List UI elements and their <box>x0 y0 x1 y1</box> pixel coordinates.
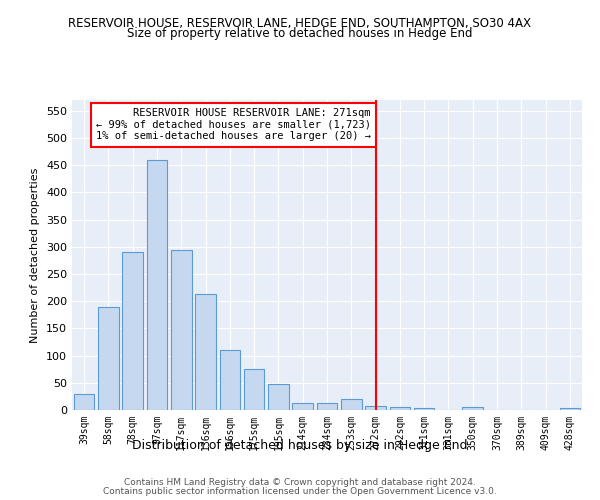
Bar <box>146 160 167 410</box>
Bar <box>560 408 580 410</box>
Text: Distribution of detached houses by size in Hedge End: Distribution of detached houses by size … <box>132 438 468 452</box>
Bar <box>244 369 265 410</box>
Text: RESERVOIR HOUSE RESERVOIR LANE: 271sqm
← 99% of detached houses are smaller (1,7: RESERVOIR HOUSE RESERVOIR LANE: 271sqm ←… <box>96 108 371 142</box>
Bar <box>365 406 386 410</box>
Bar <box>341 399 362 410</box>
Bar <box>389 408 410 410</box>
Bar <box>317 403 337 410</box>
Text: Contains public sector information licensed under the Open Government Licence v3: Contains public sector information licen… <box>103 486 497 496</box>
Text: RESERVOIR HOUSE, RESERVOIR LANE, HEDGE END, SOUTHAMPTON, SO30 4AX: RESERVOIR HOUSE, RESERVOIR LANE, HEDGE E… <box>68 18 532 30</box>
Bar <box>220 350 240 410</box>
Bar <box>268 384 289 410</box>
Bar <box>98 306 119 410</box>
Bar <box>463 408 483 410</box>
Bar <box>122 252 143 410</box>
Bar <box>171 250 191 410</box>
Bar <box>74 394 94 410</box>
Bar <box>292 403 313 410</box>
Bar <box>195 294 216 410</box>
Text: Size of property relative to detached houses in Hedge End: Size of property relative to detached ho… <box>127 28 473 40</box>
Y-axis label: Number of detached properties: Number of detached properties <box>31 168 40 342</box>
Text: Contains HM Land Registry data © Crown copyright and database right 2024.: Contains HM Land Registry data © Crown c… <box>124 478 476 487</box>
Bar <box>414 408 434 410</box>
